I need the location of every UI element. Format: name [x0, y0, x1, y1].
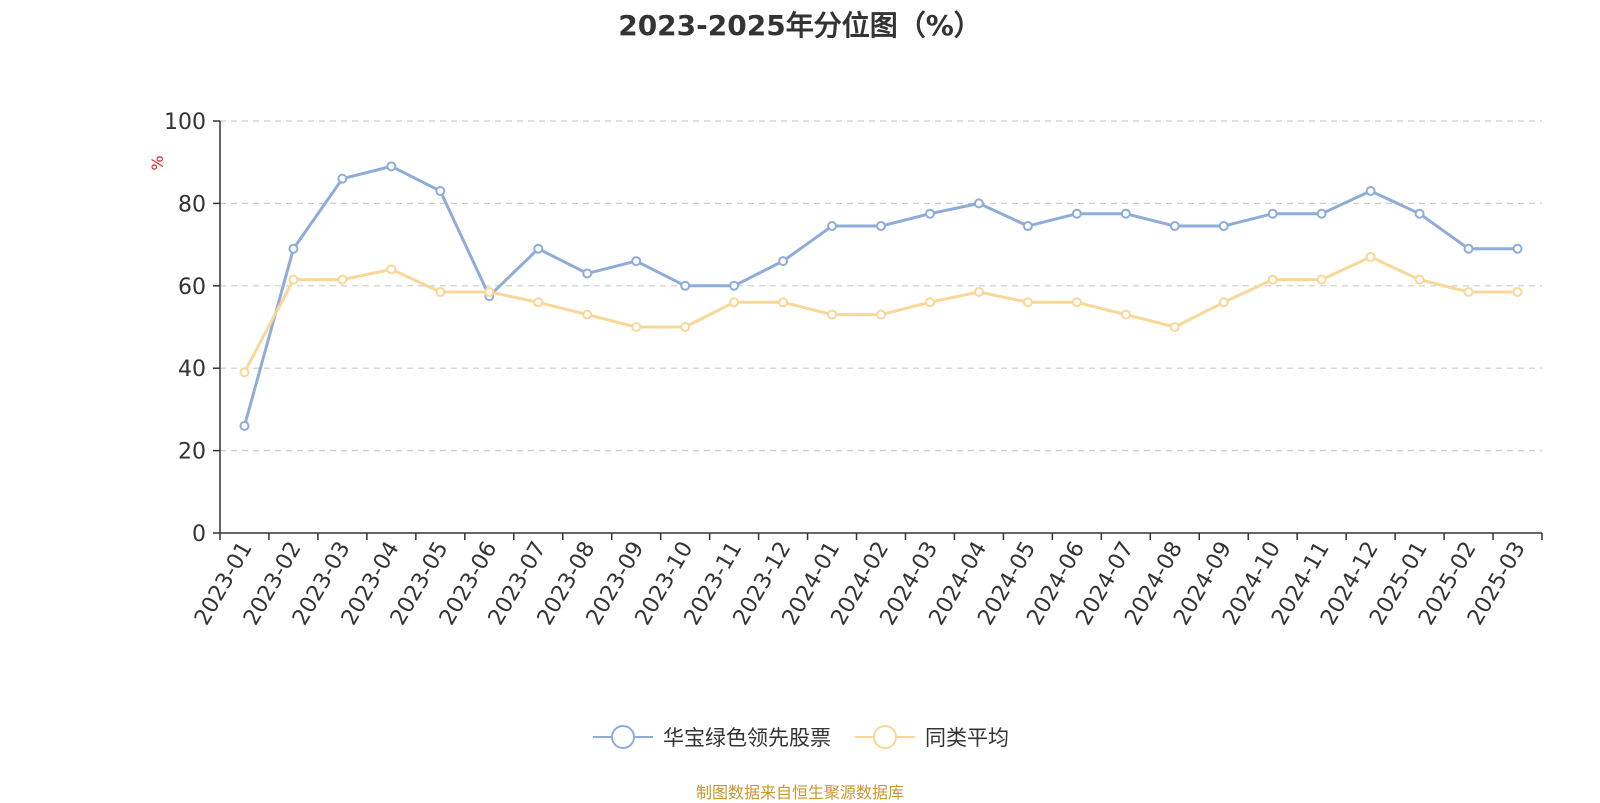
y-tick-label: 80 [178, 192, 206, 217]
data-point [435, 186, 446, 197]
data-point [533, 243, 544, 254]
data-point [729, 280, 740, 291]
data-point [1218, 221, 1229, 232]
data-point [729, 297, 740, 308]
series-lines [239, 161, 1523, 431]
data-point [924, 297, 935, 308]
legend-symbol [855, 725, 915, 749]
legend-item[interactable]: 同类平均 [853, 722, 1009, 752]
data-point [1169, 221, 1180, 232]
y-tick-label: 100 [164, 110, 206, 135]
axes [213, 120, 1543, 540]
data-point [239, 367, 250, 378]
data-point [1463, 243, 1474, 254]
data-point [1365, 251, 1376, 262]
data-point [778, 256, 789, 267]
data-point [288, 274, 299, 285]
data-point [435, 286, 446, 297]
y-tick-label: 60 [178, 275, 206, 300]
data-point [1267, 274, 1278, 285]
data-point [1365, 186, 1376, 197]
data-point [386, 161, 397, 172]
data-point [827, 221, 838, 232]
data-point [239, 420, 250, 431]
series-0 [239, 161, 1523, 431]
data-point [1512, 286, 1523, 297]
data-point [1512, 243, 1523, 254]
data-point [973, 198, 984, 209]
data-point [876, 309, 886, 320]
data-point [631, 256, 642, 267]
data-point [337, 173, 348, 184]
series-line [243, 164, 1518, 427]
y-tick-label: 0 [192, 522, 206, 547]
data-point [1120, 208, 1131, 219]
data-point [1022, 297, 1033, 308]
data-point [1316, 208, 1327, 219]
data-point [1071, 208, 1082, 219]
data-point [1071, 297, 1082, 308]
data-point [1022, 221, 1033, 232]
y-tick-label: 20 [178, 440, 206, 465]
data-point [876, 221, 886, 232]
y-tick-label: 40 [178, 357, 206, 382]
data-point [1218, 297, 1229, 308]
legend-label: 同类平均 [925, 726, 1009, 750]
data-point [1267, 208, 1278, 219]
data-point [680, 322, 691, 332]
data-point [337, 274, 348, 285]
data-point [582, 268, 593, 279]
y-axis-label: % [148, 155, 167, 170]
data-point [827, 309, 838, 320]
legend-label: 华宝绿色领先股票 [663, 726, 831, 750]
data-point [1120, 309, 1131, 320]
data-point [1169, 322, 1180, 332]
data-point [1463, 286, 1474, 297]
tick-labels: 020406080100%2023-012023-022023-032023-0… [148, 110, 1531, 630]
data-point [680, 280, 691, 291]
source-note: 制图数据来自恒生聚源数据库 [695, 783, 904, 802]
data-point [533, 297, 544, 308]
data-point [1414, 274, 1425, 285]
data-point [484, 286, 495, 297]
data-point [386, 264, 397, 275]
data-point [924, 208, 935, 219]
legend-item[interactable]: 华宝绿色领先股票 [591, 722, 831, 752]
data-point [1414, 208, 1425, 219]
grid-lines [220, 120, 1542, 452]
chart-title: 2023-2025年分位图（%） [618, 9, 982, 42]
series-1 [239, 251, 1523, 378]
data-point [973, 286, 984, 297]
data-point [1316, 274, 1327, 285]
data-point [778, 297, 789, 308]
data-point [582, 309, 593, 320]
legend-symbol [593, 725, 653, 749]
legend: 华宝绿色领先股票 同类平均 [0, 722, 1600, 752]
data-point [288, 243, 299, 254]
data-point [631, 322, 642, 332]
